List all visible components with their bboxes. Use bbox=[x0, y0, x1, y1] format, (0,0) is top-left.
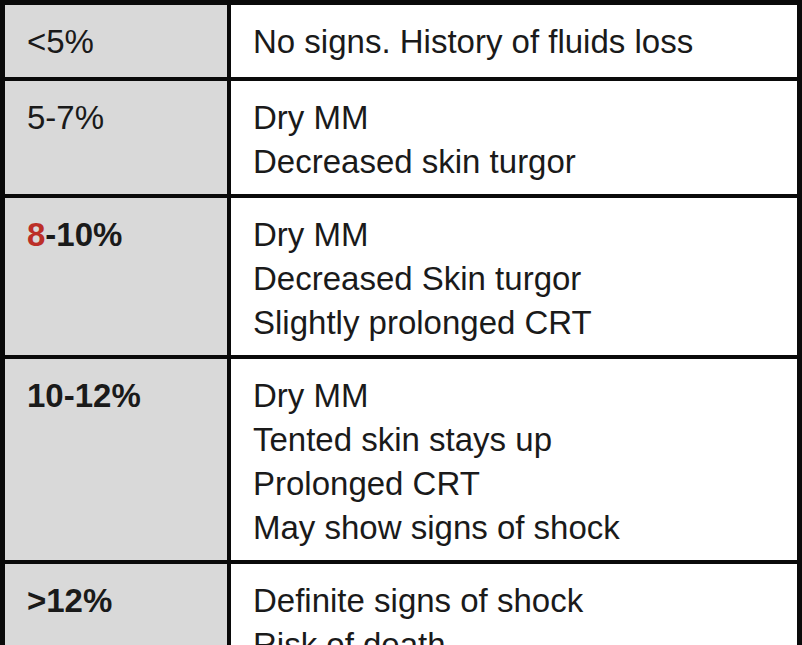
clinical-signs-cell: Definite signs of shock Risk of death bbox=[229, 562, 800, 645]
sign-line: Tented skin stays up bbox=[253, 418, 779, 462]
sign-line: May show signs of shock bbox=[253, 506, 779, 550]
sign-line: No signs. History of fluids loss bbox=[253, 20, 779, 64]
clinical-signs-cell: Dry MM Tented skin stays up Prolonged CR… bbox=[229, 357, 800, 562]
fluid-loss-percent-cell: 10-12% bbox=[3, 357, 230, 562]
clinical-signs-cell: Dry MM Decreased skin turgor bbox=[229, 79, 800, 196]
fluid-loss-percent-cell: 5-7% bbox=[3, 79, 230, 196]
fluid-loss-percent-cell: <5% bbox=[3, 3, 230, 79]
sign-line: Risk of death bbox=[253, 623, 779, 645]
fluid-loss-percent-cell: 8-10% bbox=[3, 196, 230, 357]
table-row: 10-12% Dry MM Tented skin stays up Prolo… bbox=[3, 357, 800, 562]
percent-label: >12% bbox=[27, 582, 112, 619]
percent-label: -10% bbox=[45, 216, 122, 253]
dehydration-table: <5% No signs. History of fluids loss 5-7… bbox=[0, 0, 802, 645]
table-row: 5-7% Dry MM Decreased skin turgor bbox=[3, 79, 800, 196]
sign-line: Definite signs of shock bbox=[253, 579, 779, 623]
clinical-signs-cell: No signs. History of fluids loss bbox=[229, 3, 800, 79]
sign-line: Dry MM bbox=[253, 213, 779, 257]
sign-line: Slightly prolonged CRT bbox=[253, 301, 779, 345]
percent-label: 10-12% bbox=[27, 377, 141, 414]
percent-label: <5% bbox=[27, 23, 94, 60]
sign-line: Dry MM bbox=[253, 374, 779, 418]
sign-line: Prolonged CRT bbox=[253, 462, 779, 506]
percent-label: 5-7% bbox=[27, 99, 104, 136]
sign-line: Dry MM bbox=[253, 96, 779, 140]
table-row: >12% Definite signs of shock Risk of dea… bbox=[3, 562, 800, 645]
percent-label-red-part: 8 bbox=[27, 216, 45, 253]
table-row: <5% No signs. History of fluids loss bbox=[3, 3, 800, 79]
sign-line: Decreased skin turgor bbox=[253, 140, 779, 184]
fluid-loss-percent-cell: >12% bbox=[3, 562, 230, 645]
sign-line: Decreased Skin turgor bbox=[253, 257, 779, 301]
table-row: 8-10% Dry MM Decreased Skin turgor Sligh… bbox=[3, 196, 800, 357]
clinical-signs-cell: Dry MM Decreased Skin turgor Slightly pr… bbox=[229, 196, 800, 357]
